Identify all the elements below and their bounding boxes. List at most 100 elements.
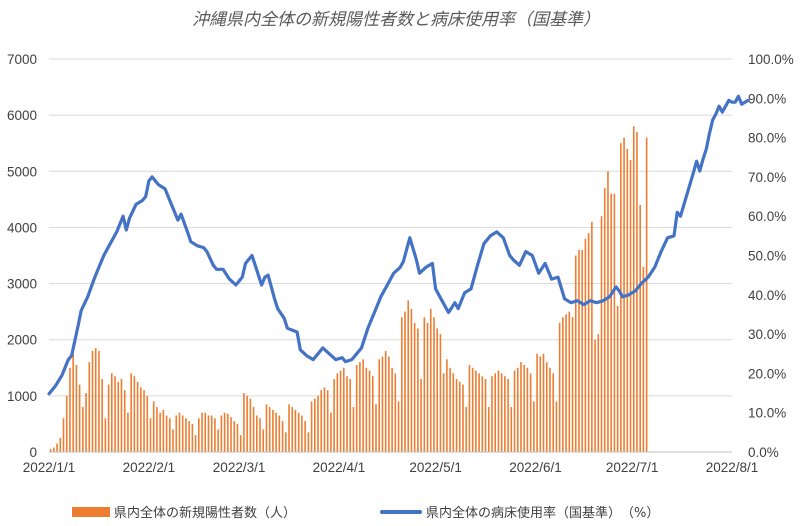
bar — [268, 407, 271, 452]
y-right-tick-label: 60.0% — [748, 209, 786, 224]
x-tick-label: 2022/8/1 — [706, 460, 759, 475]
bar — [252, 407, 255, 452]
bar — [452, 373, 455, 452]
bar — [394, 373, 397, 452]
bar — [578, 249, 580, 452]
bar — [333, 379, 335, 452]
bar — [169, 418, 171, 452]
bar — [272, 409, 274, 452]
positive-cases-bars — [49, 126, 648, 453]
bar — [616, 306, 619, 452]
bar — [378, 359, 381, 452]
bar — [104, 418, 107, 452]
bar — [620, 143, 622, 452]
bar — [404, 311, 406, 452]
bar — [165, 415, 168, 452]
bar — [239, 435, 242, 452]
bar — [375, 404, 377, 452]
bar — [471, 367, 474, 452]
bar — [388, 356, 390, 452]
bar — [613, 193, 616, 453]
bar — [262, 429, 265, 452]
bed-occupancy-line — [47, 94, 750, 396]
bar — [72, 353, 74, 452]
bar — [233, 421, 236, 452]
bar — [288, 404, 290, 452]
bar — [172, 429, 174, 452]
bar — [542, 353, 545, 452]
bar — [439, 334, 442, 452]
bar — [317, 395, 319, 452]
bar — [259, 418, 261, 452]
y-left-tick-label: 5000 — [7, 164, 37, 179]
bar — [342, 367, 345, 452]
bar — [236, 423, 239, 452]
bar — [526, 367, 529, 452]
bar — [291, 407, 294, 452]
bar — [536, 353, 538, 452]
y-left-tick-label: 3000 — [7, 277, 37, 292]
bar — [130, 373, 132, 452]
bar — [246, 395, 248, 452]
bar — [278, 415, 281, 452]
bar — [49, 449, 52, 452]
bar — [330, 412, 332, 452]
y-right-tick-label: 90.0% — [748, 91, 786, 106]
bar — [355, 364, 358, 452]
bar — [304, 421, 306, 452]
bar — [127, 412, 129, 452]
bar — [568, 311, 571, 452]
x-tick-label: 2022/7/1 — [606, 460, 659, 475]
bar — [120, 379, 123, 452]
bar — [591, 221, 593, 452]
bar — [310, 401, 313, 452]
bar — [281, 421, 284, 452]
bar — [446, 359, 448, 452]
y-right-tick-label: 80.0% — [748, 131, 786, 146]
bar — [159, 412, 161, 452]
bar — [426, 322, 429, 452]
bar — [136, 381, 139, 452]
bar — [114, 376, 116, 452]
bar — [214, 418, 216, 452]
bar — [123, 390, 126, 452]
y-right-tick-label: 10.0% — [748, 406, 786, 421]
bar — [297, 412, 300, 452]
bar — [146, 395, 149, 452]
bar — [529, 373, 532, 452]
bar — [91, 350, 94, 452]
bar — [468, 364, 471, 452]
legend-label-cases: 県内全体の新規陽性者数（人） — [114, 505, 296, 521]
bar — [632, 126, 635, 453]
bar — [85, 393, 87, 452]
y-left-tick-label: 1000 — [7, 389, 37, 404]
bar — [152, 401, 155, 452]
bar — [552, 373, 554, 452]
gridlines — [49, 58, 732, 397]
bar — [185, 418, 187, 452]
legend-swatch-cases — [72, 507, 110, 517]
bar — [346, 376, 348, 452]
y-right-tick-label: 30.0% — [748, 327, 786, 342]
bar — [181, 415, 184, 452]
bar — [56, 443, 58, 452]
bar — [462, 384, 464, 452]
bar — [458, 381, 461, 452]
bar — [65, 395, 68, 452]
bar — [603, 188, 606, 452]
x-tick-label: 2022/2/1 — [123, 460, 176, 475]
bar — [626, 148, 629, 452]
y-right-tick-label: 70.0% — [748, 170, 786, 185]
bar — [133, 376, 136, 452]
bar — [397, 401, 400, 452]
bar — [220, 415, 223, 452]
bar — [571, 317, 574, 452]
bar — [162, 409, 165, 452]
bar — [381, 356, 384, 452]
bar — [352, 407, 355, 452]
bar — [201, 412, 203, 452]
bar — [243, 393, 245, 452]
bar — [275, 412, 277, 452]
bar — [320, 390, 323, 452]
bar — [420, 379, 422, 452]
